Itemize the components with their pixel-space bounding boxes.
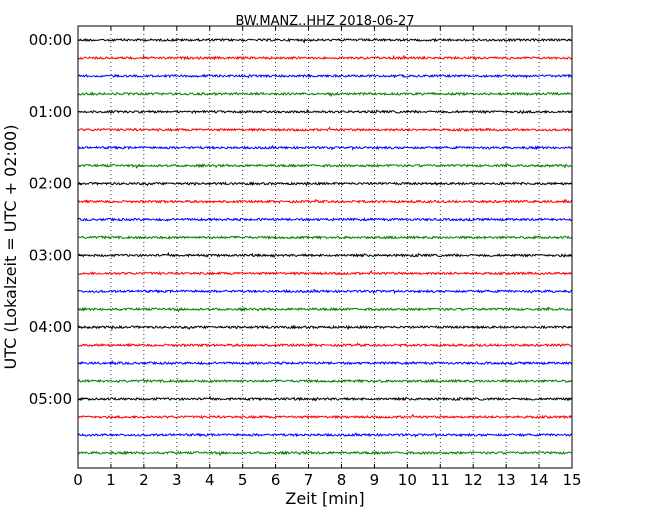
trace-line [77, 378, 573, 384]
trace-line [77, 324, 573, 331]
trace-line [77, 73, 573, 79]
y-tick-label: 00:00 [29, 31, 72, 49]
trace-line [77, 162, 573, 169]
x-tick-label: 1 [106, 471, 116, 489]
x-tick-label: 13 [497, 471, 516, 489]
y-axis-label: UTC (Lokalzeit = UTC + 02:00) [1, 125, 20, 370]
x-tick-label: 10 [398, 471, 417, 489]
trace-line [77, 217, 573, 222]
x-tick-label: 14 [530, 471, 549, 489]
plot-frame [77, 25, 573, 469]
trace-line [77, 360, 573, 366]
y-tick-label: 02:00 [29, 175, 72, 193]
x-tick-label: 7 [304, 471, 314, 489]
x-tick-label: 0 [73, 471, 83, 489]
trace-line [77, 251, 573, 258]
x-tick-label: 5 [238, 471, 248, 489]
trace-line [77, 413, 573, 420]
x-tick-label: 12 [464, 471, 483, 489]
trace-line [77, 198, 573, 205]
vertical-grid [110, 26, 540, 468]
trace-line [77, 306, 573, 313]
x-axis-label: Zeit [min] [285, 489, 364, 508]
x-axis: 0 1 2 3 4 5 6 7 8 9 10 11 12 13 14 15 [73, 26, 582, 489]
trace-line [77, 126, 573, 133]
trace-line [77, 37, 573, 44]
trace-line [77, 181, 573, 187]
x-tick-label: 2 [139, 471, 149, 489]
y-tick-label: 04:00 [29, 318, 72, 336]
seismogram-traces [77, 37, 573, 457]
trace-line [77, 91, 573, 98]
trace-line [77, 342, 573, 348]
x-tick-label: 8 [337, 471, 347, 489]
x-tick-label: 3 [172, 471, 182, 489]
trace-line [77, 145, 573, 151]
trace-line [77, 269, 573, 276]
trace-line [77, 395, 573, 402]
trace-line [77, 288, 573, 295]
trace-line [77, 432, 573, 438]
y-tick-label: 03:00 [29, 246, 72, 264]
y-axis: 00:00 01:00 02:00 03:00 04:00 05:00 [29, 31, 572, 408]
x-tick-label: 15 [562, 471, 581, 489]
trace-line [77, 54, 573, 61]
x-tick-label: 4 [205, 471, 215, 489]
trace-line [77, 235, 573, 240]
x-tick-label: 11 [431, 471, 450, 489]
y-tick-label: 05:00 [29, 390, 72, 408]
trace-line [77, 450, 573, 457]
x-tick-label: 9 [370, 471, 380, 489]
x-tick-label: 6 [271, 471, 281, 489]
y-tick-label: 01:00 [29, 103, 72, 121]
trace-line [77, 108, 573, 115]
chart-title: BW.MANZ..HHZ 2018-06-27 [235, 14, 414, 29]
